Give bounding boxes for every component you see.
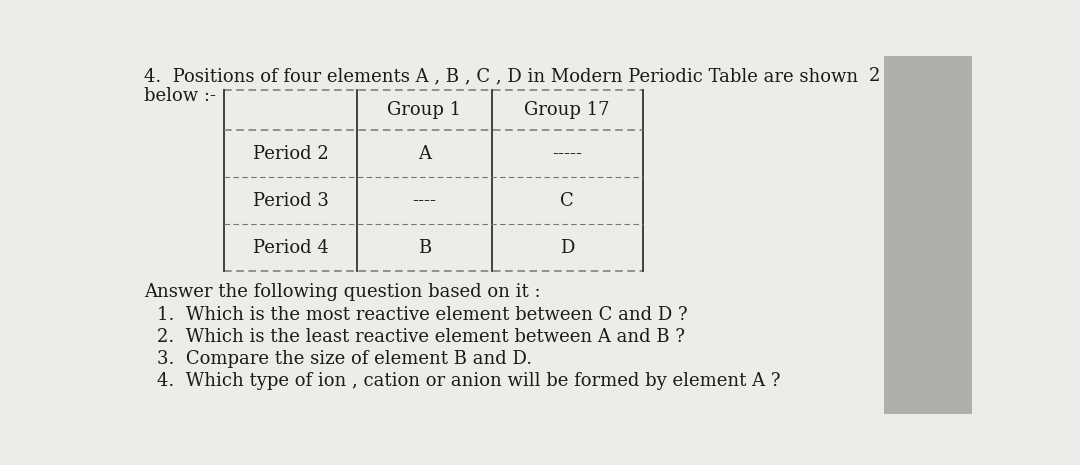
Text: Group 1: Group 1: [388, 101, 461, 120]
Text: 4.  Positions of four elements A , B , C , D in Modern Periodic Table are shown: 4. Positions of four elements A , B , C …: [145, 67, 859, 86]
Text: 4.  Which type of ion , cation or anion will be formed by element A ?: 4. Which type of ion , cation or anion w…: [157, 372, 780, 390]
Text: Period 2: Period 2: [253, 145, 328, 163]
Text: 2: 2: [869, 67, 880, 86]
Bar: [885, 56, 972, 414]
Text: B: B: [418, 239, 431, 257]
Text: Group 17: Group 17: [524, 101, 610, 120]
Text: C: C: [561, 192, 573, 210]
Text: ----: ----: [413, 192, 436, 210]
Text: 2.  Which is the least reactive element between A and B ?: 2. Which is the least reactive element b…: [157, 328, 685, 346]
Text: Period 4: Period 4: [253, 239, 328, 257]
Text: 3.  Compare the size of element B and D.: 3. Compare the size of element B and D.: [157, 350, 531, 368]
Text: D: D: [559, 239, 575, 257]
Text: 1.  Which is the most reactive element between C and D ?: 1. Which is the most reactive element be…: [157, 306, 687, 324]
Text: A: A: [418, 145, 431, 163]
Text: Period 3: Period 3: [253, 192, 328, 210]
Text: -----: -----: [552, 145, 582, 163]
Text: Answer the following question based on it :: Answer the following question based on i…: [145, 283, 541, 301]
Text: below :-: below :-: [145, 87, 216, 106]
